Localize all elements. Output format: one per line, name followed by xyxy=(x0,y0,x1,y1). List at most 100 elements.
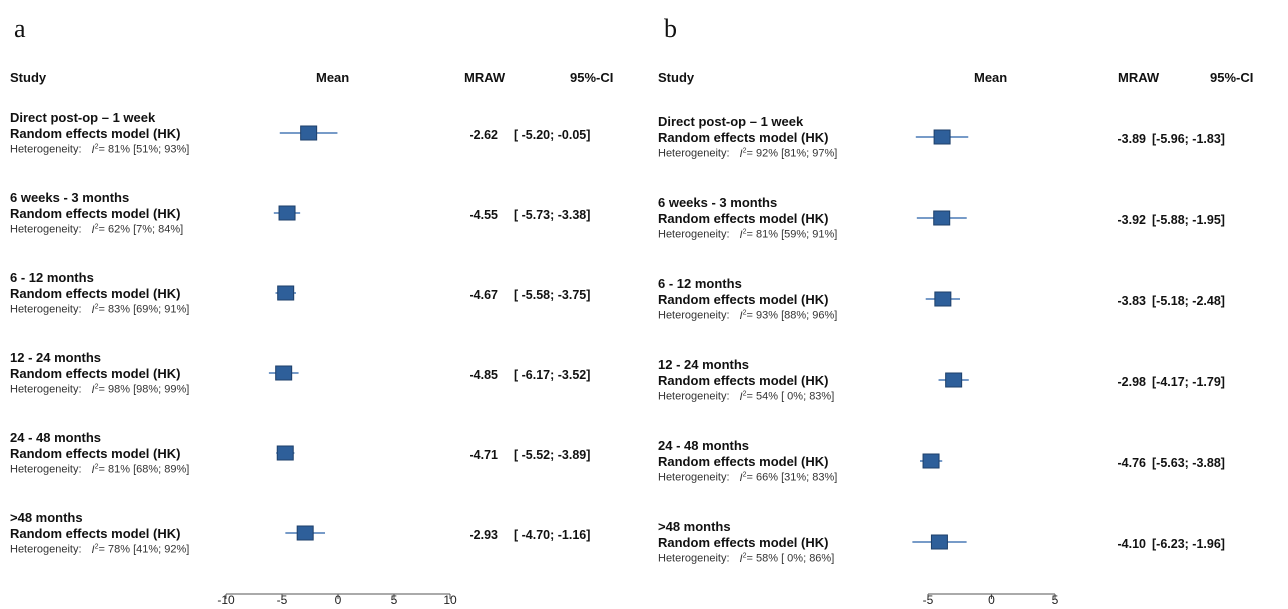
header-mraw: MRAW xyxy=(1118,70,1160,85)
heterogeneity-line: Heterogeneity: I2= 78% [41%; 92%] xyxy=(10,543,189,556)
group-title: 6 weeks - 3 months xyxy=(658,195,778,210)
heterogeneity-prefix: Heterogeneity: xyxy=(658,552,730,565)
group-title: 6 - 12 months xyxy=(10,270,94,285)
heterogeneity-value: = 92% [81%; 97%] xyxy=(746,147,838,160)
effect-marker xyxy=(276,445,294,461)
model-label: Random effects model (HK) xyxy=(10,206,181,221)
ci-value: [-5.88; -1.95] xyxy=(1152,213,1225,227)
heterogeneity-prefix: Heterogeneity: xyxy=(658,147,730,160)
model-label: Random effects model (HK) xyxy=(658,130,829,145)
heterogeneity-value: = 78% [41%; 92%] xyxy=(98,543,190,556)
panel-label-a: a xyxy=(14,14,26,43)
i-squared-symbol: I2 xyxy=(739,552,747,565)
x-tick-label: 0 xyxy=(988,593,995,607)
mraw-value: -4.55 xyxy=(469,208,499,222)
mraw-value: -3.92 xyxy=(1117,213,1147,227)
x-tick-label: -5 xyxy=(923,593,934,607)
i-squared-symbol: I2 xyxy=(739,390,747,403)
effect-marker xyxy=(934,291,952,307)
heterogeneity-prefix: Heterogeneity: xyxy=(10,543,82,556)
x-tick-label: 10 xyxy=(443,593,457,607)
heterogeneity-value: = 62% [7%; 84%] xyxy=(98,223,184,236)
i-squared-symbol: I2 xyxy=(91,143,99,156)
heterogeneity-line: Heterogeneity: I2= 92% [81%; 97%] xyxy=(658,147,837,160)
mraw-value: -4.76 xyxy=(1117,456,1147,470)
group-title: 12 - 24 months xyxy=(658,357,750,372)
group-title: 12 - 24 months xyxy=(10,350,102,365)
header-study: Study xyxy=(658,70,695,85)
mraw-value: -2.93 xyxy=(469,528,499,542)
model-label: Random effects model (HK) xyxy=(10,286,181,301)
heterogeneity-line: Heterogeneity: I2= 62% [7%; 84%] xyxy=(10,223,183,236)
ci-value: [ -4.70; -1.16] xyxy=(514,528,591,542)
ci-value: [-4.17; -1.79] xyxy=(1152,375,1225,389)
heterogeneity-value: = 54% [ 0%; 83%] xyxy=(746,390,835,403)
heterogeneity-line: Heterogeneity: I2= 93% [88%; 96%] xyxy=(658,309,837,322)
heterogeneity-value: = 93% [88%; 96%] xyxy=(746,309,838,322)
heterogeneity-prefix: Heterogeneity: xyxy=(10,303,82,316)
i-squared-symbol: I2 xyxy=(739,309,747,322)
heterogeneity-value: = 81% [68%; 89%] xyxy=(98,463,190,476)
model-label: Random effects model (HK) xyxy=(658,211,829,226)
ci-value: [-5.18; -2.48] xyxy=(1152,294,1225,308)
mraw-value: -4.71 xyxy=(469,448,499,462)
model-label: Random effects model (HK) xyxy=(658,292,829,307)
heterogeneity-prefix: Heterogeneity: xyxy=(10,223,82,236)
heterogeneity-value: = 98% [98%; 99%] xyxy=(98,383,190,396)
model-label: Random effects model (HK) xyxy=(658,373,829,388)
x-tick-label: -10 xyxy=(217,593,235,607)
mraw-value: -4.67 xyxy=(469,288,499,302)
header-study: Study xyxy=(10,70,47,85)
ci-value: [-5.63; -3.88] xyxy=(1152,456,1225,470)
ci-value: [ -5.58; -3.75] xyxy=(514,288,591,302)
model-label: Random effects model (HK) xyxy=(10,126,181,141)
x-tick-label: 5 xyxy=(391,593,398,607)
effect-marker xyxy=(278,205,296,221)
heterogeneity-line: Heterogeneity: I2= 66% [31%; 83%] xyxy=(658,471,837,484)
mraw-value: -4.10 xyxy=(1117,537,1147,551)
header-mraw: MRAW xyxy=(464,70,506,85)
heterogeneity-value: = 58% [ 0%; 86%] xyxy=(746,552,835,565)
plot-area: -5 0 5 xyxy=(912,129,1059,607)
header-ci: 95%-CI xyxy=(570,70,614,85)
x-tick-label: 5 xyxy=(1052,593,1059,607)
effect-marker xyxy=(277,285,295,301)
model-label: Random effects model (HK) xyxy=(10,526,181,541)
i-squared-symbol: I2 xyxy=(91,543,99,556)
i-squared-symbol: I2 xyxy=(91,303,99,316)
effect-marker xyxy=(296,525,314,541)
heterogeneity-line: Heterogeneity: I2= 81% [51%; 93%] xyxy=(10,143,189,156)
mraw-value: -3.83 xyxy=(1117,294,1147,308)
ci-value: [-5.96; -1.83] xyxy=(1152,132,1225,146)
heterogeneity-line: Heterogeneity: I2= 81% [59%; 91%] xyxy=(658,228,837,241)
i-squared-symbol: I2 xyxy=(91,383,99,396)
mraw-value: -4.85 xyxy=(469,368,499,382)
heterogeneity-line: Heterogeneity: I2= 83% [69%; 91%] xyxy=(10,303,189,316)
effect-marker xyxy=(300,125,318,141)
heterogeneity-prefix: Heterogeneity: xyxy=(10,383,82,396)
heterogeneity-prefix: Heterogeneity: xyxy=(658,228,730,241)
group-title: Direct post-op – 1 week xyxy=(10,110,156,125)
model-label: Random effects model (HK) xyxy=(658,535,829,550)
mraw-value: -3.89 xyxy=(1117,132,1147,146)
forest-plot-a: a Study Mean MRAW 95%-CI -10 -5 0 5 10 Direct pos… xyxy=(10,14,614,607)
effect-marker xyxy=(933,129,951,145)
group-title: 24 - 48 months xyxy=(10,430,102,445)
heterogeneity-line: Heterogeneity: I2= 98% [98%; 99%] xyxy=(10,383,189,396)
group-title: 6 - 12 months xyxy=(658,276,742,291)
heterogeneity-prefix: Heterogeneity: xyxy=(658,471,730,484)
heterogeneity-value: = 81% [59%; 91%] xyxy=(746,228,838,241)
ci-value: [-6.23; -1.96] xyxy=(1152,537,1225,551)
model-label: Random effects model (HK) xyxy=(658,454,829,469)
header-mean: Mean xyxy=(316,70,350,85)
x-tick-label: -5 xyxy=(277,593,288,607)
effect-marker xyxy=(930,534,948,550)
i-squared-symbol: I2 xyxy=(91,223,99,236)
effect-marker xyxy=(945,372,963,388)
mraw-value: -2.62 xyxy=(469,128,499,142)
effect-marker xyxy=(275,365,293,381)
header-ci: 95%-CI xyxy=(1210,70,1254,85)
model-label: Random effects model (HK) xyxy=(10,366,181,381)
group-title: Direct post-op – 1 week xyxy=(658,114,804,129)
heterogeneity-line: Heterogeneity: I2= 81% [68%; 89%] xyxy=(10,463,189,476)
